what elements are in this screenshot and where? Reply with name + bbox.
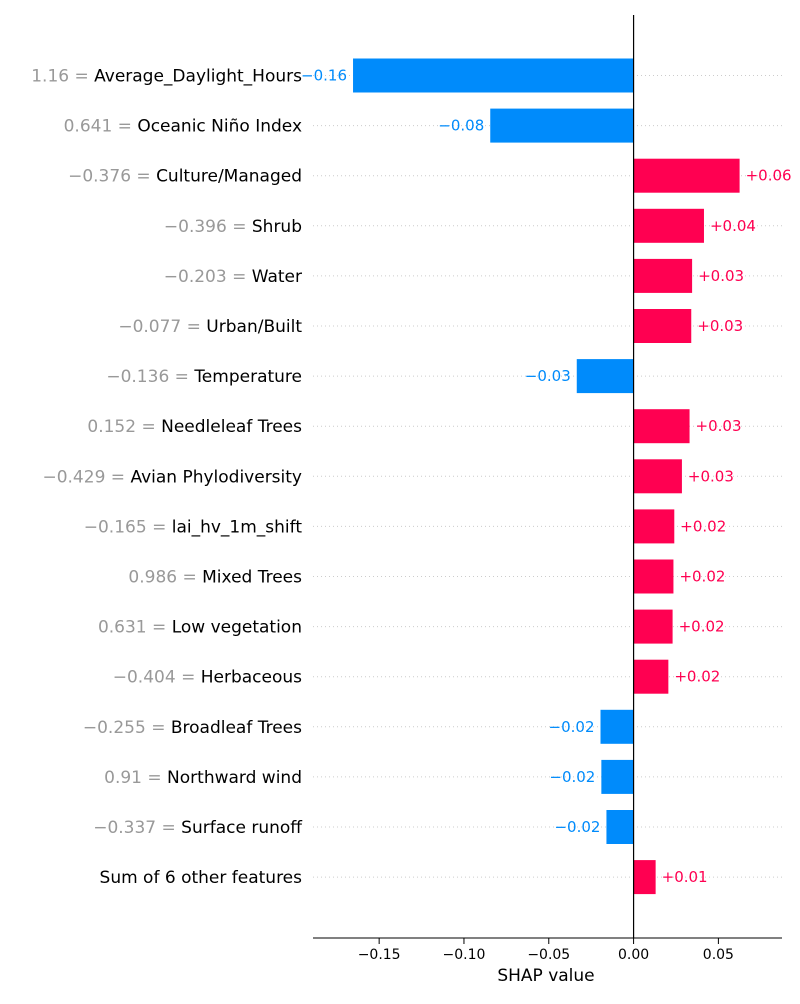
feature-value: 0.91 = [104,768,167,788]
shap-bar [633,459,682,494]
shap-bar [633,860,656,895]
feature-name: Water [252,267,302,287]
bars [353,58,740,895]
x-tick-label: −0.05 [527,947,570,963]
feature-name: Low vegetation [172,618,302,638]
feature-value: −0.203 = [164,267,252,287]
feature-label: −0.429 = Avian Phylodiversity [42,467,302,487]
feature-value: 0.641 = [64,117,138,137]
bar-value-label: +0.03 [697,317,743,335]
shap-bar [633,158,740,193]
feature-name: Needleleaf Trees [161,417,302,437]
bar-value-label: +0.01 [662,868,708,886]
feature-value: −0.429 = [42,467,130,487]
feature-label: −0.376 = Culture/Managed [68,167,302,187]
feature-value: −0.077 = [118,317,206,337]
bar-value-label: +0.03 [696,417,742,435]
shap-bar [353,58,634,93]
feature-label: 0.641 = Oceanic Niño Index [64,117,302,137]
shap-bar [633,559,674,594]
feature-name: Mixed Trees [202,568,302,588]
feature-value: 1.16 = [31,67,94,87]
feature-label: −0.203 = Water [164,267,302,287]
feature-label: −0.255 = Broadleaf Trees [83,718,302,738]
feature-label: −0.165 = lai_hv_1m_shift [84,517,303,537]
feature-labels: 1.16 = Average_Daylight_Hours 0.641 = Oce… [31,67,303,889]
bar-value-label: +0.02 [674,668,720,686]
bar-value-labels: −0.16 −0.08 +0.06 +0.04 +0.03 +0.03 −0.03 +0.03… [301,67,792,887]
x-tick-label: 0.05 [703,947,734,963]
shap-bar [490,108,634,143]
x-axis-label: SHAP value [497,966,594,986]
shap-bar [633,509,675,544]
feature-name: Broadleaf Trees [171,718,302,738]
feature-value: −0.404 = [113,668,201,688]
bar-value-label: −0.03 [525,367,571,385]
feature-value: 0.986 = [128,568,202,588]
feature-name: Oceanic Niño Index [137,117,302,137]
feature-value: −0.376 = [68,167,156,187]
feature-name: Average_Daylight_Hours [94,67,302,87]
bar-value-label: +0.02 [679,618,725,636]
shap-bar [633,258,693,293]
feature-name: lai_hv_1m_shift [172,517,303,537]
feature-name: Urban/Built [206,317,302,337]
feature-label: 0.986 = Mixed Trees [128,568,302,588]
feature-label: Sum of 6 other features [100,868,303,888]
bar-value-label: −0.16 [301,67,347,85]
feature-label: −0.136 = Temperature [106,367,302,387]
feature-value: −0.396 = [164,217,252,237]
feature-label: 1.16 = Average_Daylight_Hours [31,67,302,87]
bar-value-label: +0.04 [710,217,756,235]
feature-value: 0.152 = [87,417,161,437]
shap-bar [601,759,634,794]
feature-label: −0.337 = Surface runoff [93,818,303,838]
x-tick-label: 0.00 [618,947,649,963]
feature-value: −0.165 = [84,517,172,537]
feature-name: Surface runoff [181,818,303,838]
bar-value-label: −0.08 [438,117,484,135]
shap-bar [633,609,673,644]
bar-value-label: +0.03 [698,267,744,285]
feature-label: 0.91 = Northward wind [104,768,302,788]
feature-label: −0.396 = Shrub [164,217,302,237]
feature-name: Temperature [193,367,302,387]
shap-bar [576,359,634,394]
feature-name: Culture/Managed [156,167,302,187]
feature-value: −0.255 = [83,718,171,738]
feature-name: Sum of 6 other features [100,868,303,888]
bar-value-label: +0.03 [688,467,734,485]
shap-bar [633,409,690,444]
bar-value-label: +0.06 [746,167,792,185]
x-axis: −0.15 −0.10 −0.05 0.00 0.05 [313,937,782,963]
feature-value: −0.337 = [93,818,181,838]
feature-name: Shrub [252,217,302,237]
shap-bar [633,309,692,343]
bar-value-label: +0.02 [680,517,726,535]
feature-value: −0.136 = [106,367,194,387]
feature-name: Avian Phylodiversity [130,467,302,487]
feature-label: −0.404 = Herbaceous [113,668,302,688]
feature-label: −0.077 = Urban/Built [118,317,302,337]
bar-value-label: +0.02 [679,568,725,586]
bar-value-label: −0.02 [549,718,595,736]
bar-value-label: −0.02 [554,818,600,836]
shap-bar [606,810,634,844]
shap-bar [633,659,669,694]
feature-name: Northward wind [167,768,302,788]
bar-value-label: −0.02 [549,768,595,786]
feature-label: 0.631 = Low vegetation [98,618,302,638]
shap-bar [600,709,634,744]
feature-name: Herbaceous [201,668,302,688]
x-tick-label: −0.15 [358,947,401,963]
feature-value: 0.631 = [98,618,172,638]
x-tick-label: −0.10 [443,947,486,963]
shap-bar [633,208,704,243]
feature-label: 0.152 = Needleleaf Trees [87,417,302,437]
